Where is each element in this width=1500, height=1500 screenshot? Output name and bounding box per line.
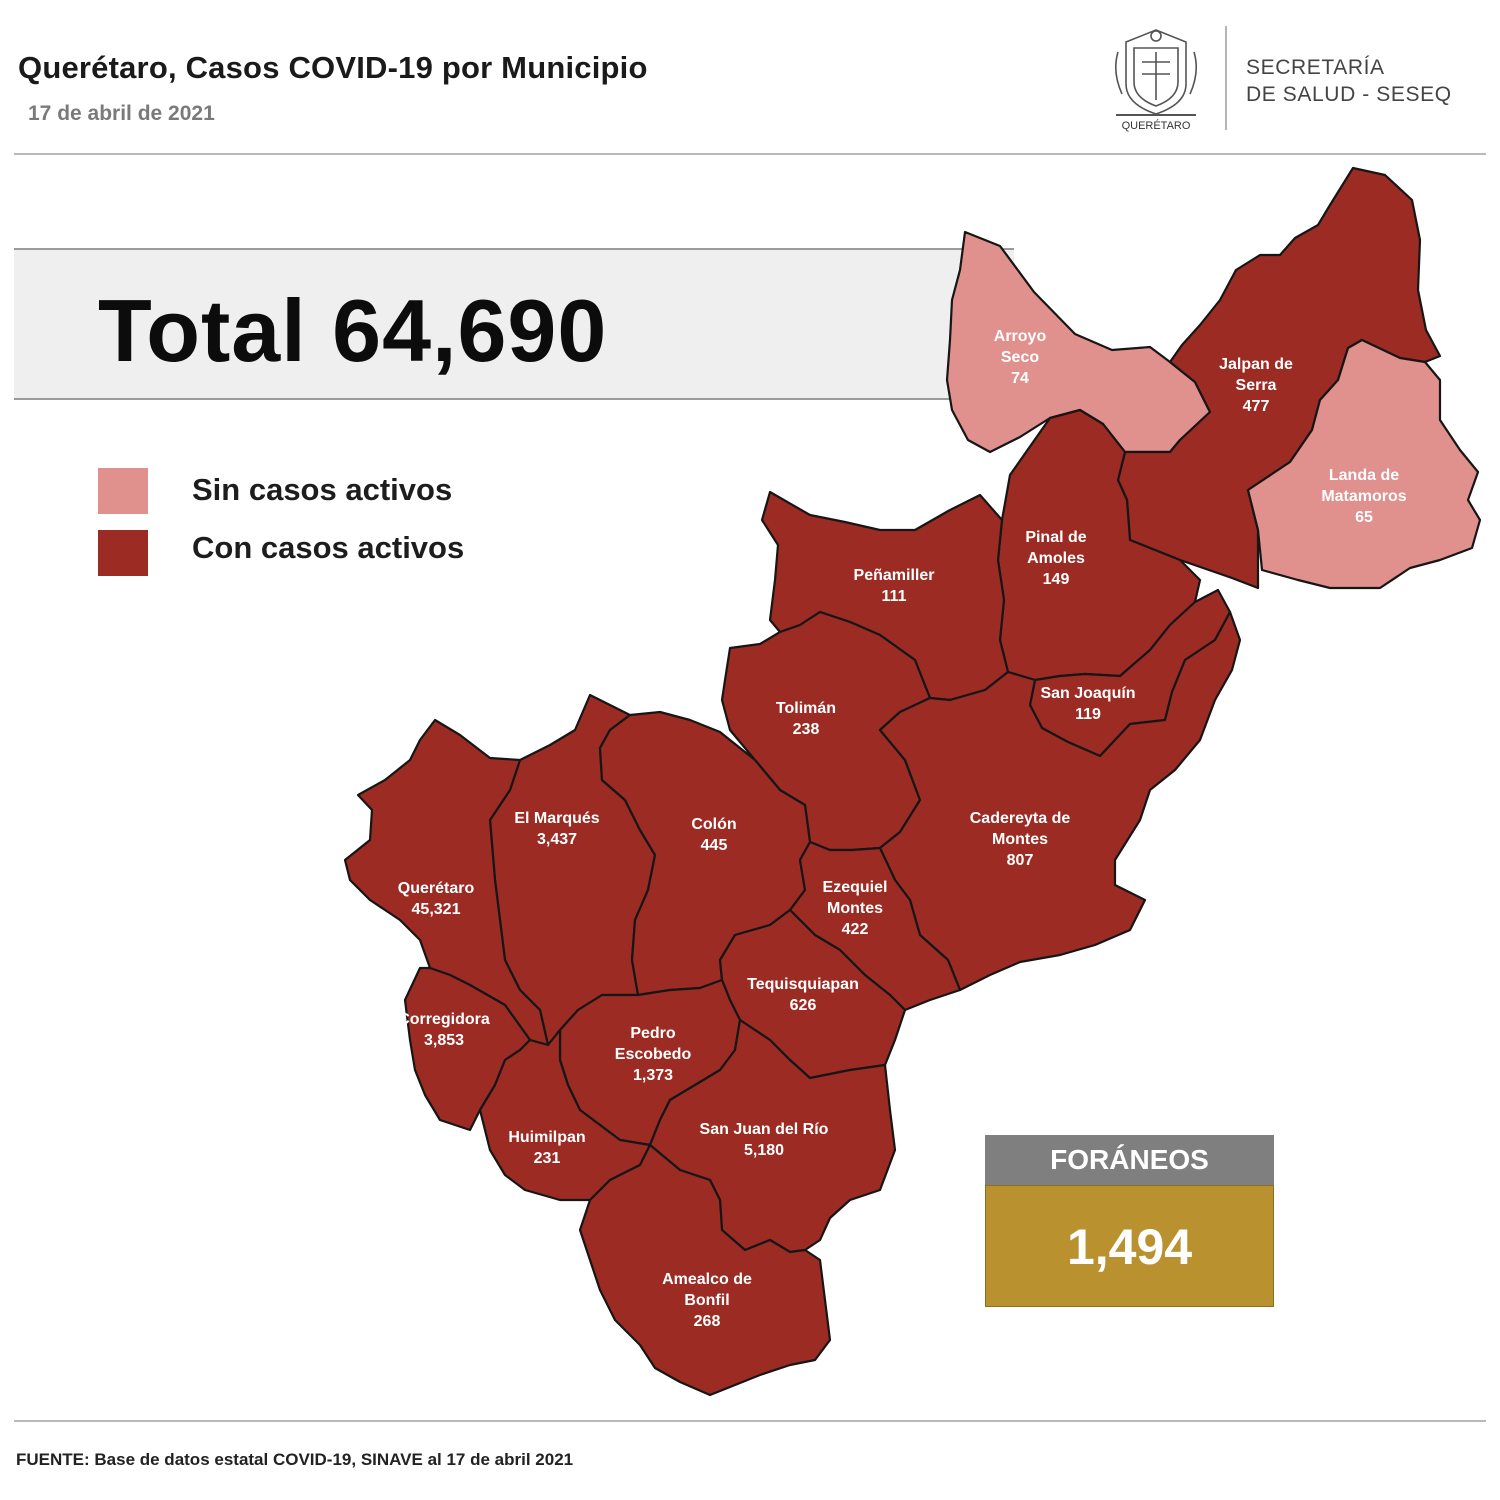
label-line-pinal-de-amoles-0: Pinal de	[1025, 529, 1086, 546]
label-pedro-escobedo: Pedro Escobedo 1,373	[615, 1025, 692, 1084]
label-jalpan-de-serra: Jalpan de Serra 477	[1219, 356, 1293, 415]
label-line-tequisquiapan-1: 626	[790, 997, 817, 1014]
label-line-ezequiel-montes-1: Montes	[827, 900, 883, 917]
label-line-jalpan-de-serra-2: 477	[1243, 398, 1270, 415]
label-line-colon-1: 445	[701, 837, 728, 854]
label-line-el-marques-0: El Marqués	[514, 810, 599, 827]
label-line-tequisquiapan-0: Tequisquiapan	[747, 976, 859, 993]
label-line-arroyo-seco-1: Seco	[1001, 349, 1039, 366]
municipio-huimilpan	[478, 1028, 652, 1202]
queretaro-seal-logo: QUERÉTARO	[1114, 29, 1198, 132]
label-line-pedro-escobedo-0: Pedro	[630, 1025, 676, 1042]
foraneos-header: FORÁNEOS	[985, 1135, 1274, 1185]
label-queretaro: Querétaro 45,321	[398, 880, 475, 918]
legend-swatch-con-casos	[98, 530, 148, 576]
header-divider	[14, 153, 1486, 155]
label-huimilpan: Huimilpan 231	[508, 1129, 585, 1167]
label-line-san-juan-del-rio-1: 5,180	[744, 1142, 784, 1159]
source-note: FUENTE: Base de datos estatal COVID-19, …	[16, 1450, 574, 1469]
label-line-cadereyta-de-montes-0: Cadereyta de	[970, 810, 1071, 827]
label-line-queretaro-0: Querétaro	[398, 880, 475, 897]
footer-divider	[14, 1420, 1486, 1422]
label-line-corregidora-0: Corregidora	[398, 1011, 490, 1028]
org-line-1: SECRETARÍA	[1246, 56, 1385, 79]
label-line-huimilpan-0: Huimilpan	[508, 1129, 585, 1146]
label-line-corregidora-1: 3,853	[424, 1032, 464, 1049]
label-line-ezequiel-montes-0: Ezequiel	[823, 879, 888, 896]
label-line-penamiller-0: Peñamiller	[854, 567, 935, 584]
label-line-landa-de-matamoros-2: 65	[1355, 509, 1373, 526]
label-line-landa-de-matamoros-0: Landa de	[1329, 467, 1399, 484]
label-line-san-joaquin-1: 119	[1075, 706, 1101, 723]
label-line-san-juan-del-rio-0: San Juan del Río	[700, 1121, 829, 1138]
legend-swatch-sin-casos	[98, 468, 148, 514]
label-line-queretaro-1: 45,321	[412, 901, 461, 918]
municipio-landa-de-matamoros	[1246, 338, 1482, 590]
label-line-amealco-de-bonfil-0: Amealco de	[662, 1271, 752, 1288]
label-arroyo-seco: Arroyo Seco 74	[994, 328, 1047, 387]
municipio-amealco-de-bonfil	[578, 1143, 832, 1397]
label-landa-de-matamoros: Landa de Matamoros 65	[1321, 467, 1406, 526]
legend-label-sin-casos: Sin casos activos	[192, 472, 453, 507]
foraneos-value: 1,494	[985, 1185, 1274, 1307]
label-line-pedro-escobedo-1: Escobedo	[615, 1046, 692, 1063]
label-line-colon-0: Colón	[691, 816, 736, 833]
label-line-cadereyta-de-montes-2: 807	[1007, 852, 1034, 869]
label-penamiller: Peñamiller 111	[854, 567, 935, 605]
label-line-pedro-escobedo-2: 1,373	[633, 1067, 673, 1084]
label-line-arroyo-seco-0: Arroyo	[994, 328, 1047, 345]
label-tequisquiapan: Tequisquiapan 626	[747, 976, 859, 1014]
label-cadereyta-de-montes: Cadereyta de Montes 807	[970, 810, 1071, 869]
logo-separator	[1225, 26, 1227, 130]
label-line-el-marques-1: 3,437	[537, 831, 577, 848]
label-san-joaquin: San Joaquín 119	[1040, 685, 1135, 723]
label-line-toliman-1: 238	[793, 721, 820, 738]
org-line-2: DE SALUD - SESEQ	[1246, 83, 1452, 106]
label-line-arroyo-seco-2: 74	[1011, 370, 1029, 387]
total-band	[14, 248, 1014, 400]
page-title: Querétaro, Casos COVID-19 por Municipio	[18, 50, 648, 85]
label-line-penamiller-1: 111	[882, 588, 907, 605]
label-ezequiel-montes: Ezequiel Montes 422	[823, 879, 888, 938]
legend-label-con-casos: Con casos activos	[192, 530, 465, 565]
label-san-juan-del-rio: San Juan del Río 5,180	[700, 1121, 829, 1159]
label-line-toliman-0: Tolimán	[776, 700, 836, 717]
label-toliman: Tolimán 238	[776, 700, 836, 738]
label-colon: Colón 445	[691, 816, 736, 854]
label-line-san-joaquin-0: San Joaquín	[1040, 685, 1135, 702]
label-line-landa-de-matamoros-1: Matamoros	[1321, 488, 1406, 505]
report-date: 17 de abril de 2021	[28, 102, 215, 125]
logo-wordmark: QUERÉTARO	[1122, 119, 1191, 132]
label-el-marques: El Marqués 3,437	[514, 810, 599, 848]
label-line-amealco-de-bonfil-2: 268	[694, 1313, 721, 1330]
label-line-cadereyta-de-montes-1: Montes	[992, 831, 1048, 848]
label-line-jalpan-de-serra-0: Jalpan de	[1219, 356, 1293, 373]
label-pinal-de-amoles: Pinal de Amoles 149	[1025, 529, 1086, 588]
label-amealco-de-bonfil: Amealco de Bonfil 268	[662, 1271, 752, 1330]
total-cases: Total 64,690	[98, 281, 608, 380]
label-line-pinal-de-amoles-2: 149	[1043, 571, 1070, 588]
organization-name: SECRETARÍA DE SALUD - SESEQ	[1246, 54, 1452, 108]
label-line-pinal-de-amoles-1: Amoles	[1027, 550, 1085, 567]
label-line-jalpan-de-serra-1: Serra	[1236, 377, 1277, 394]
label-corregidora: Corregidora 3,853	[398, 1011, 490, 1049]
label-line-huimilpan-1: 231	[534, 1150, 561, 1167]
label-line-amealco-de-bonfil-1: Bonfil	[684, 1292, 729, 1309]
label-line-ezequiel-montes-2: 422	[842, 921, 869, 938]
